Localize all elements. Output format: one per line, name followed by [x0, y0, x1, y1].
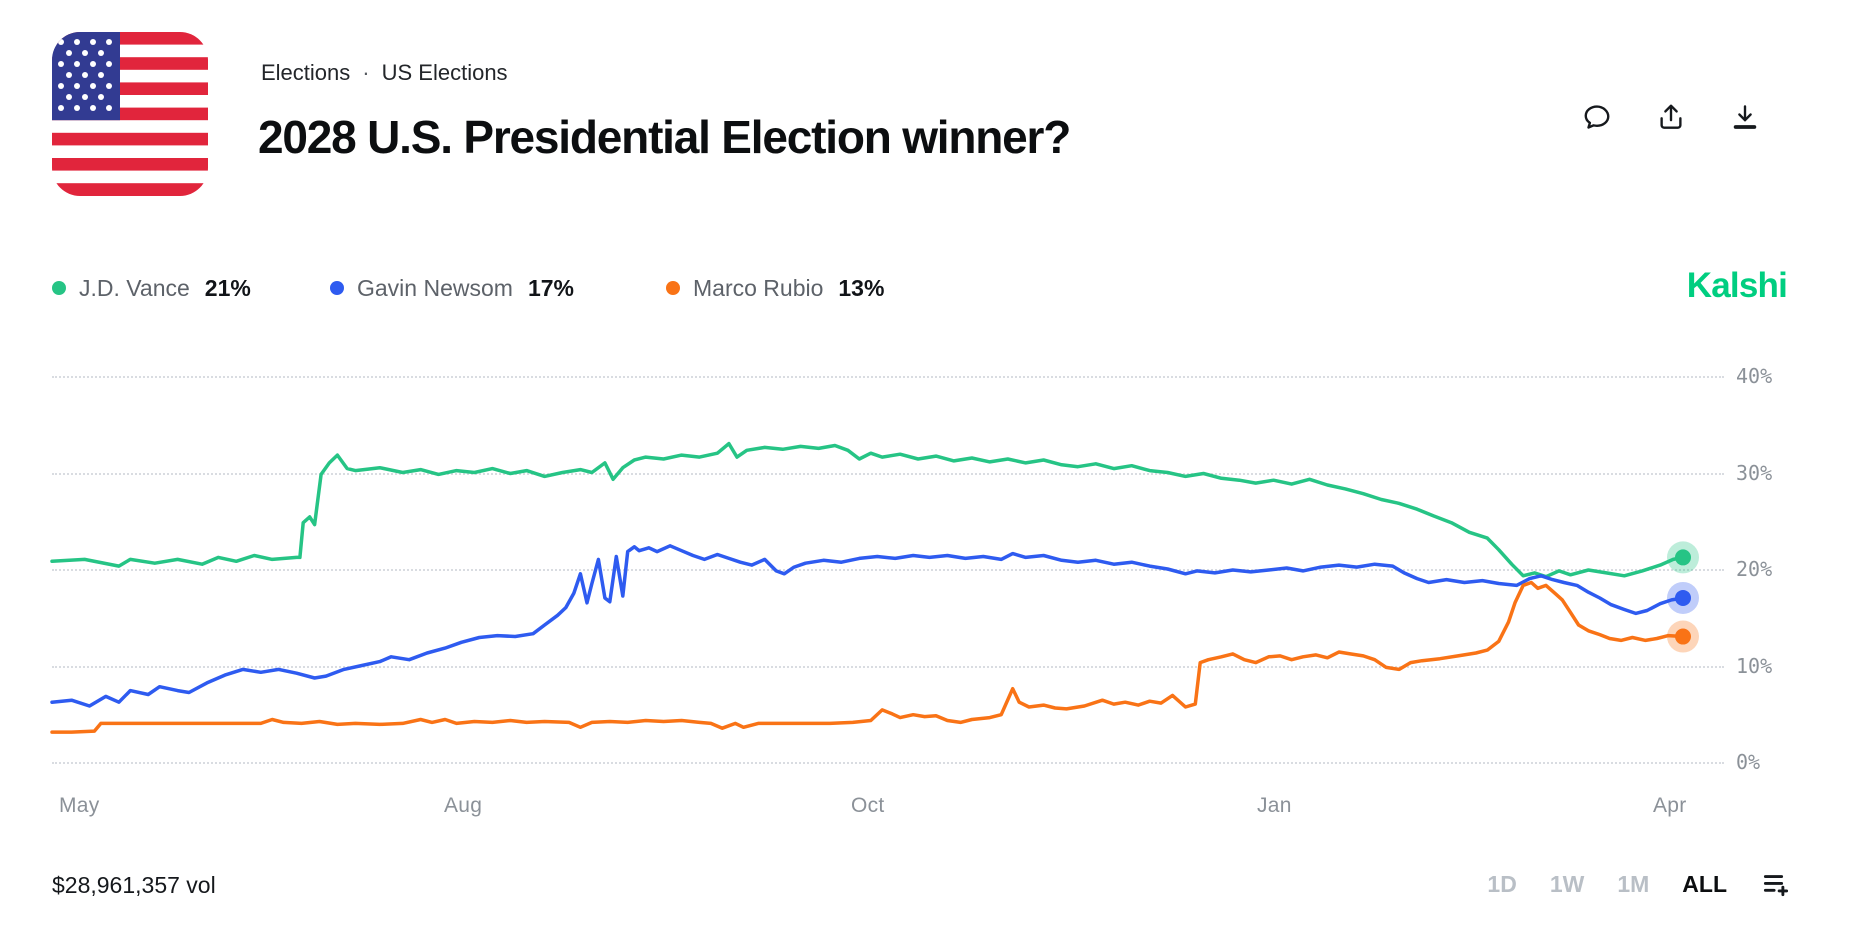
header-actions: [1580, 100, 1762, 134]
legend-value: 13%: [838, 274, 885, 301]
kalshi-logo: Kalshi: [1686, 266, 1788, 305]
series-dot-orange: [666, 281, 680, 295]
legend-value: 21%: [204, 274, 251, 301]
time-range-selector: 1D 1W 1M ALL: [1487, 868, 1792, 900]
y-tick-30: 30%: [1736, 461, 1773, 485]
y-tick-20: 20%: [1736, 557, 1773, 581]
legend-name: Gavin Newsom: [357, 274, 513, 301]
volume-label: $28,961,357 vol: [52, 872, 216, 898]
chart-plot-area[interactable]: [52, 360, 1724, 762]
x-tick-aug: Aug: [444, 794, 483, 817]
share-icon[interactable]: [1654, 100, 1688, 134]
range-1d[interactable]: 1D: [1487, 870, 1517, 897]
y-tick-40: 40%: [1736, 364, 1773, 388]
legend-value: 17%: [527, 274, 574, 301]
legend-name: J.D. Vance: [79, 274, 190, 301]
y-tick-0: 0%: [1736, 750, 1761, 774]
list-plus-icon[interactable]: [1760, 868, 1792, 900]
range-all[interactable]: ALL: [1682, 870, 1727, 897]
x-tick-oct: Oct: [851, 794, 885, 817]
legend-item-marco-rubio[interactable]: Marco Rubio 13%: [666, 272, 884, 304]
legend-name: Marco Rubio: [693, 274, 824, 301]
legend-item-jd-vance[interactable]: J.D. Vance 21%: [52, 272, 251, 304]
breadcrumb-item-us-elections[interactable]: US Elections: [381, 60, 508, 85]
range-1m[interactable]: 1M: [1617, 870, 1650, 897]
range-1w[interactable]: 1W: [1549, 870, 1585, 897]
series-dot-green: [52, 281, 66, 295]
y-tick-10: 10%: [1736, 654, 1773, 678]
download-icon[interactable]: [1728, 100, 1762, 134]
gridline-40: [52, 376, 1724, 378]
x-tick-jan: Jan: [1257, 794, 1292, 817]
comment-icon[interactable]: [1580, 100, 1614, 134]
breadcrumb: Elections · US Elections: [261, 60, 508, 86]
gridline-0: [52, 762, 1724, 764]
breadcrumb-separator: ·: [362, 60, 370, 85]
us-flag-icon: [52, 32, 208, 196]
breadcrumb-item-elections[interactable]: Elections: [261, 60, 351, 85]
x-tick-may: May: [59, 794, 100, 817]
x-tick-apr: Apr: [1653, 794, 1687, 817]
legend-item-gavin-newsom[interactable]: Gavin Newsom 17%: [330, 272, 574, 304]
series-dot-blue: [330, 281, 344, 295]
page-title: 2028 U.S. Presidential Election winner?: [258, 111, 1071, 163]
